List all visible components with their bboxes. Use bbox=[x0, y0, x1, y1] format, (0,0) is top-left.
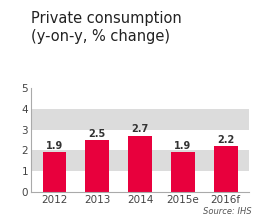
Bar bbox=[31, 150, 249, 171]
Text: 2.5: 2.5 bbox=[89, 128, 106, 138]
Text: 1.9: 1.9 bbox=[174, 141, 191, 151]
Text: 2.7: 2.7 bbox=[131, 124, 149, 134]
Text: 1.9: 1.9 bbox=[46, 141, 63, 151]
Bar bbox=[171, 152, 195, 192]
Bar bbox=[214, 146, 237, 192]
Text: 2.2: 2.2 bbox=[217, 135, 234, 145]
Text: Private consumption
(y-on-y, % change): Private consumption (y-on-y, % change) bbox=[31, 11, 182, 44]
Bar bbox=[43, 152, 66, 192]
Bar bbox=[86, 140, 109, 192]
Bar bbox=[128, 136, 152, 192]
Text: Source: IHS: Source: IHS bbox=[203, 207, 252, 216]
Bar bbox=[31, 109, 249, 129]
